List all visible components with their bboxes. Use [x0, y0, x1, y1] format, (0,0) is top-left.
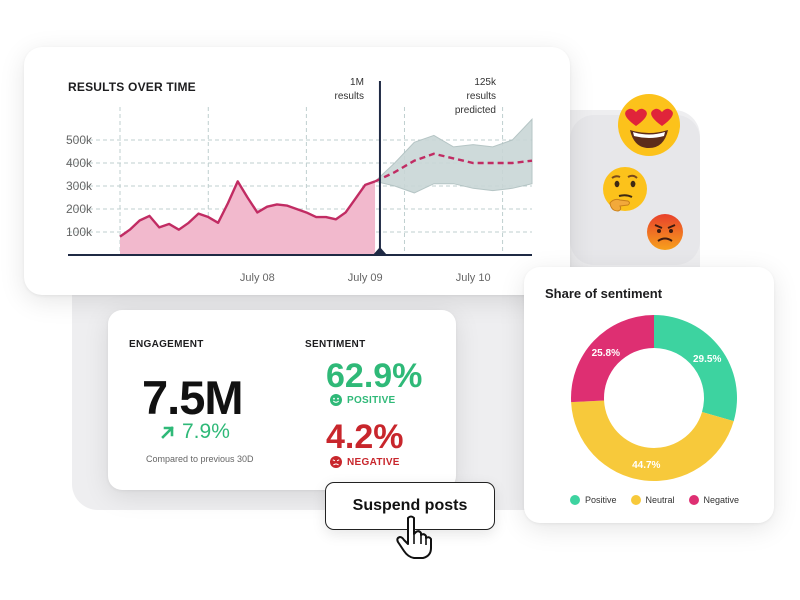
- smile-face-icon: [330, 394, 342, 406]
- results-over-time-card: RESULTS OVER TIME 100k 200k 300k 400k 500k Ju…: [24, 47, 570, 295]
- legend-label-negative: Negative: [703, 495, 740, 505]
- y-tick-label: 500k: [66, 133, 93, 147]
- legend-item-positive: Positive: [570, 495, 617, 505]
- arrow-up-right-icon: [161, 426, 174, 439]
- legend-dot-positive: [570, 495, 580, 505]
- engagement-label: ENGAGEMENT: [129, 339, 204, 350]
- positive-indicator: POSITIVE: [330, 394, 396, 406]
- now-marker-triangle: [372, 247, 387, 255]
- legend-label-neutral: Neutral: [645, 495, 675, 505]
- x-tick-label: July 08: [240, 272, 275, 284]
- donut-title: Share of sentiment: [545, 286, 663, 301]
- sentiment-donut-chart: 29.5% 44.7% 25.8%: [571, 315, 737, 481]
- legend-label-positive: Positive: [585, 495, 617, 505]
- legend-dot-neutral: [630, 495, 641, 505]
- engagement-note: Compared to previous 30D: [146, 454, 254, 464]
- predicted-line: [374, 152, 533, 183]
- x-tick-label: July 10: [456, 272, 491, 284]
- share-of-sentiment-card: Share of sentiment 29.5% 44.7% 25.8% Posit…: [524, 267, 774, 523]
- predicted-label: 125k: [474, 77, 497, 88]
- engagement-change-value: 7.9%: [182, 420, 230, 443]
- negative-indicator: NEGATIVE: [330, 456, 400, 468]
- heart-eyes-emoji-icon: [618, 94, 680, 156]
- pointer-hand-icon: [396, 515, 432, 559]
- now-marker-label: results: [334, 91, 363, 102]
- y-tick-label: 100k: [66, 225, 93, 239]
- results-area: [120, 181, 376, 255]
- donut-label-negative: 25.8%: [592, 348, 620, 359]
- legend-item-negative: Negative: [688, 495, 740, 505]
- donut-slice-neutral: [571, 400, 734, 481]
- predicted-label: results: [467, 91, 496, 102]
- y-tick-label: 300k: [66, 179, 93, 193]
- donut-slice-positive: [654, 315, 737, 422]
- y-tick-label: 200k: [66, 202, 93, 216]
- donut-slice-negative: [571, 315, 654, 403]
- results-line: [119, 180, 376, 238]
- negative-label: NEGATIVE: [347, 456, 400, 468]
- legend-item-neutral: Neutral: [630, 495, 675, 505]
- engagement-change: 7.9%: [160, 420, 230, 444]
- positive-label: POSITIVE: [347, 394, 396, 406]
- prediction-band: [374, 118, 533, 194]
- now-marker-label: 1M: [350, 77, 364, 88]
- predicted-label: predicted: [455, 105, 496, 116]
- sentiment-label: SENTIMENT: [305, 339, 366, 350]
- donut-label-neutral: 44.7%: [632, 460, 660, 471]
- positive-value: 62.9%: [326, 357, 423, 395]
- y-tick-label: 400k: [66, 156, 93, 170]
- chart-title: RESULTS OVER TIME: [68, 80, 196, 94]
- angry-face-icon: [330, 456, 342, 468]
- thinking-emoji-icon: [603, 167, 647, 212]
- angry-emoji-icon: [647, 214, 683, 250]
- donut-label-positive: 29.5%: [693, 354, 721, 365]
- engagement-value: 7.5M: [142, 371, 243, 424]
- x-tick-label: July 09: [348, 272, 383, 284]
- stats-card: ENGAGEMENT 7.5M 7.9% Compared to previou…: [108, 310, 456, 490]
- donut-legend: Positive Neutral Negative: [570, 495, 739, 505]
- results-over-time-chart: 100k 200k 300k 400k 500k July 08 July 09 July 1…: [66, 77, 533, 284]
- legend-dot-negative: [688, 495, 699, 505]
- negative-value: 4.2%: [326, 418, 404, 456]
